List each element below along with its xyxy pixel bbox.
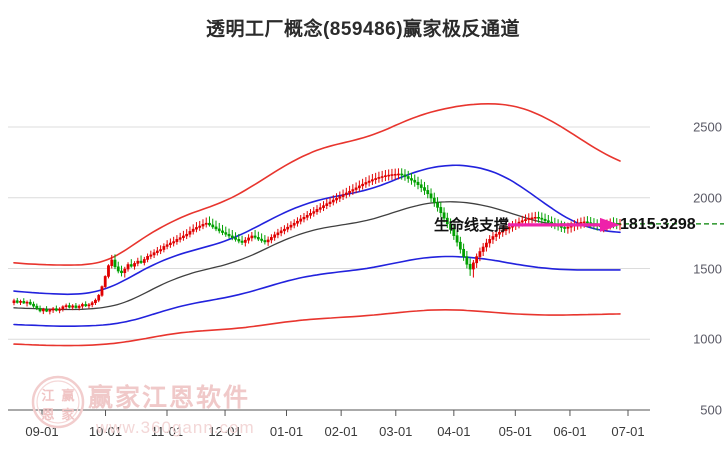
x-axis-tick-label: 05-01	[498, 424, 532, 439]
y-axis-tick-label: 2000	[693, 190, 722, 206]
x-axis-tick-label: 10-01	[88, 424, 123, 439]
y-axis-tick-label: 2500	[693, 119, 722, 135]
support-annotation-label: 生命线支撑	[434, 217, 510, 234]
x-axis	[8, 409, 650, 416]
x-axis-tick-label: 01-01	[269, 424, 304, 439]
x-axis-tick-label: 11-01	[150, 424, 184, 439]
x-axis-tick-label: 07-01	[611, 424, 645, 439]
seal-logo-watermark: 江赢恩家	[31, 375, 85, 429]
x-axis-tick-label: 12-01	[208, 424, 242, 439]
x-axis-tick-label: 06-01	[553, 424, 587, 439]
x-axis-tick-label: 03-01	[379, 424, 413, 439]
last-price-label: 1815.3298	[620, 216, 696, 233]
x-axis-tick-label: 02-01	[324, 424, 358, 439]
svg-text:家: 家	[61, 407, 75, 422]
y-axis-tick-label: 500	[700, 402, 722, 418]
x-axis-tick-label: 09-01	[25, 424, 59, 439]
svg-text:恩: 恩	[41, 407, 54, 422]
x-axis-tick-label: 04-01	[437, 424, 471, 439]
svg-text:赢: 赢	[61, 388, 74, 403]
page-title: 透明工厂概念(859486)赢家极反通道	[205, 19, 521, 40]
brand-watermark: 赢家江恩软件	[88, 384, 251, 412]
annotation-layer	[508, 217, 724, 232]
y-axis-tick-label: 1000	[693, 331, 722, 347]
channel-bands	[13, 103, 621, 347]
url-watermark: www.360gann.com	[96, 418, 255, 437]
candlestick-series	[12, 168, 622, 315]
svg-text:江: 江	[41, 388, 54, 403]
y-axis-tick-label: 1500	[693, 261, 722, 276]
